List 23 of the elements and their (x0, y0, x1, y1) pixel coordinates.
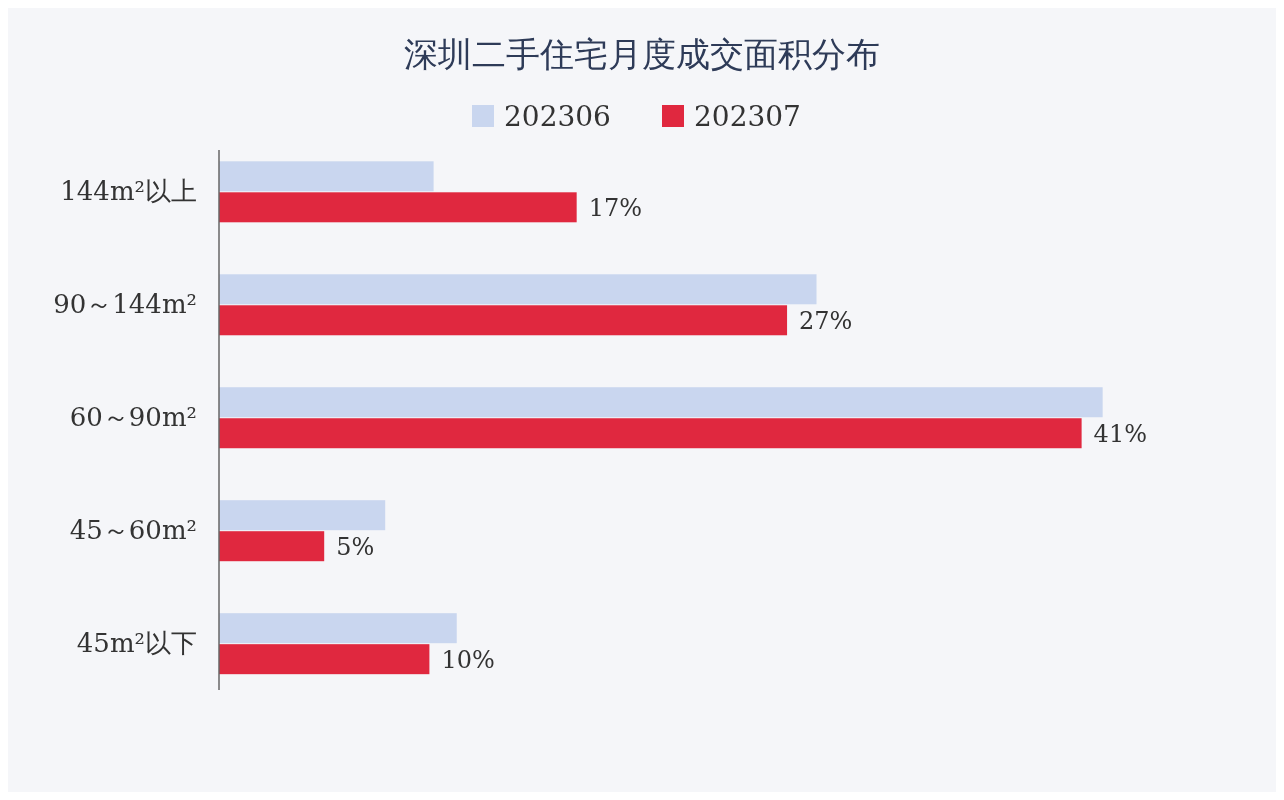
bar (219, 613, 457, 644)
bar (219, 644, 430, 675)
bar (219, 418, 1082, 449)
data-label: 10% (441, 645, 495, 674)
y-tick-label: 90～144m² (53, 289, 197, 320)
y-tick-label: 45m²以下 (76, 628, 197, 659)
bar (219, 305, 788, 336)
bar (219, 500, 386, 531)
legend-label: 202307 (694, 99, 801, 133)
legend-label: 202306 (504, 99, 611, 133)
data-label: 27% (799, 306, 853, 335)
data-label: 5% (336, 532, 375, 561)
bar (219, 387, 1103, 418)
y-tick-label: 60～90m² (69, 402, 197, 433)
y-tick-label: 144m²以上 (60, 176, 197, 207)
chart-title: 深圳二手住宅月度成交面积分布 (404, 34, 880, 74)
data-label: 17% (588, 193, 643, 222)
bar (219, 531, 325, 562)
data-label: 41% (1093, 419, 1147, 448)
bar (219, 192, 577, 223)
bar (219, 161, 434, 192)
bar (219, 274, 817, 305)
y-tick-label: 45～60m² (69, 515, 197, 546)
